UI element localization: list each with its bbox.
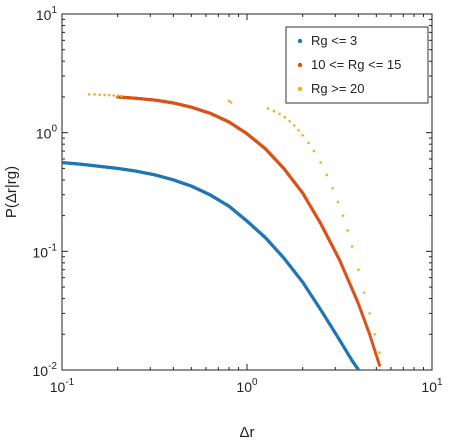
data-point — [341, 214, 345, 217]
data-point — [312, 149, 316, 153]
series-1 — [62, 160, 362, 374]
data-point — [120, 94, 123, 98]
data-point — [346, 229, 349, 232]
data-point — [307, 141, 310, 145]
legend: Rg <= 3 10 <= Rg <= 15 Rg >= 20 — [285, 26, 429, 104]
data-point — [107, 93, 111, 97]
y-tick-label: 10-1 — [33, 242, 58, 260]
data-point — [319, 161, 322, 164]
x-tick-label: 10-1 — [50, 377, 75, 395]
data-point — [98, 93, 102, 96]
legend-box — [285, 26, 429, 104]
y-tick-label: 100 — [36, 124, 58, 142]
data-point — [272, 109, 276, 113]
data-point — [87, 93, 91, 96]
data-point — [336, 200, 340, 204]
y-tick-label: 101 — [36, 5, 58, 23]
data-point — [331, 186, 334, 190]
data-point — [368, 312, 371, 315]
x-tick-label: 100 — [236, 377, 258, 395]
legend-marker — [297, 38, 303, 44]
data-point — [227, 99, 231, 103]
data-point — [325, 173, 329, 177]
data-point — [288, 119, 291, 123]
data-point — [357, 268, 360, 272]
data-point — [229, 101, 233, 104]
data-point — [382, 368, 386, 370]
data-point — [278, 112, 281, 116]
legend-marker — [297, 86, 303, 92]
data-point — [357, 369, 361, 370]
data-point — [93, 93, 96, 96]
legend-label: 10 <= Rg <= 15 — [311, 57, 401, 72]
data-point — [377, 363, 382, 367]
data-point — [292, 124, 296, 127]
data-point — [112, 94, 115, 97]
data-point — [266, 107, 270, 110]
y-tick-label: 10-2 — [33, 361, 58, 379]
data-layer — [62, 93, 386, 374]
data-point — [358, 370, 361, 373]
data-point — [283, 115, 287, 119]
data-point — [103, 93, 106, 97]
data-point — [378, 351, 381, 354]
series-3 — [87, 93, 386, 370]
legend-label: Rg >= 20 — [311, 81, 365, 96]
data-point — [373, 332, 376, 336]
axis-ticks — [61, 13, 433, 371]
data-point — [359, 371, 362, 374]
data-point — [116, 94, 119, 97]
x-tick-label: 101 — [421, 377, 443, 395]
data-point — [301, 134, 304, 137]
data-point — [350, 245, 354, 248]
data-point — [297, 128, 300, 132]
y-axis-label: P(Δr|rg) — [3, 166, 20, 218]
data-point — [362, 291, 366, 294]
x-axis-label: Δr — [239, 424, 254, 441]
legend-marker — [297, 62, 303, 68]
series-2 — [116, 95, 382, 367]
legend-label: Rg <= 3 — [311, 33, 357, 48]
